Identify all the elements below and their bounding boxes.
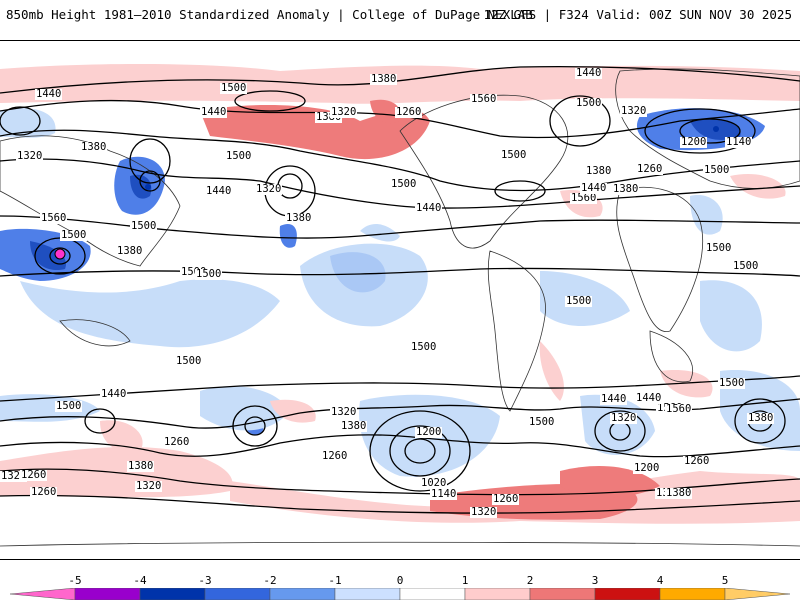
contour-label: 1500 — [703, 164, 731, 176]
contour-label: 1440 — [635, 392, 663, 404]
contour-label: 1500 — [732, 260, 760, 272]
contour-label: 1500 — [390, 178, 418, 190]
colorbar-tick-label: -3 — [198, 574, 212, 587]
contour-label: 1560 — [40, 212, 68, 224]
colorbar-segment — [10, 588, 76, 600]
low-center-markers — [54, 126, 719, 260]
contour-label: 1560 — [570, 192, 598, 204]
contour-label: 1200 — [415, 426, 443, 438]
contour-label: 1200 — [680, 136, 708, 148]
contour-label: 1200 — [633, 462, 661, 474]
contour-label: 1020 — [420, 477, 448, 489]
anomaly-map[interactable]: 1320 1440 1500 1380 1500 1440 1500 1380 1500 1320… — [0, 40, 800, 560]
colorbar-segment — [204, 588, 271, 600]
contour-label: 1560 — [470, 93, 498, 105]
contour-label: 1440 — [35, 88, 63, 100]
contour-label: 1140 — [725, 136, 753, 148]
contour-label: 1260 — [683, 455, 711, 467]
colorbar-segment — [139, 588, 206, 600]
colorbar-segment — [334, 588, 401, 600]
model-run-info: 12Z GFS | F324 Valid: 00Z SUN NOV 30 202… — [483, 7, 792, 22]
contour-label: 1320 — [0, 470, 28, 482]
contour-label: 1380 — [370, 73, 398, 85]
contour-label: 1260 — [492, 493, 520, 505]
contour-label: 1440 — [205, 185, 233, 197]
colorbar-segment — [74, 588, 141, 600]
contour-label: 1440 — [100, 388, 128, 400]
contour-label: 1260 — [30, 486, 58, 498]
contour-label: 1440 — [580, 182, 608, 194]
contour-label: 1260 — [395, 106, 423, 118]
contour-label: 1320 — [330, 106, 358, 118]
colorbar-segment — [269, 588, 336, 600]
contour-label: 1500 — [718, 377, 746, 389]
contour-label: 1320 — [16, 150, 44, 162]
contour-label: 1440 — [415, 202, 443, 214]
colorbar-tick-label: 3 — [591, 574, 599, 587]
negative-anomaly-shading — [0, 107, 800, 477]
map-canvas — [0, 64, 800, 547]
colorbar-segment — [399, 588, 466, 600]
contour-label: 1500 — [500, 149, 528, 161]
contour-label: 1380 — [116, 245, 144, 257]
contour-label: 1320 — [620, 105, 648, 117]
colorbar-segment — [464, 588, 531, 600]
contour-label: 1500 — [528, 416, 556, 428]
colorbar-tick-label: 2 — [526, 574, 534, 587]
colorbar — [10, 588, 790, 600]
colorbar-segment — [659, 588, 726, 600]
contour-label: 1440 — [600, 393, 628, 405]
colorbar-tick-label: -5 — [68, 574, 82, 587]
contour-label: 1500 — [55, 400, 83, 412]
contour-label: 1260 — [636, 163, 664, 175]
contour-label: 1320 — [610, 412, 638, 424]
contour-label: 1500 — [565, 295, 593, 307]
contour-label: 1260 — [163, 436, 191, 448]
colorbar-tick-label: 0 — [396, 574, 404, 587]
colorbar-tick-label: -4 — [133, 574, 147, 587]
contour-label: 1320 — [135, 480, 163, 492]
contour-label: 1560 — [665, 403, 693, 415]
header: 850mb Height 1981–2010 Standardized Anom… — [0, 0, 800, 30]
contour-label: 1500 — [705, 242, 733, 254]
contour-label: 1320 — [330, 406, 358, 418]
colorbar-segment — [724, 588, 790, 600]
contour-label: 1500 — [60, 229, 88, 241]
contour-label: 1260 — [20, 469, 48, 481]
contour-label: 1320 — [255, 183, 283, 195]
colorbar-tick-label: 5 — [721, 574, 729, 587]
contour-label: 1500 — [175, 355, 203, 367]
colorbar-segment — [594, 588, 661, 600]
contour-label: 1500 — [220, 82, 248, 94]
contour-label: 1380 — [285, 212, 313, 224]
contour-label: 1380 — [665, 487, 693, 499]
map-title: 850mb Height 1981–2010 Standardized Anom… — [6, 7, 533, 22]
colorbar-tick-label: -2 — [263, 574, 277, 587]
contour-label: 1440 — [575, 67, 603, 79]
contour-label: 1380 — [340, 420, 368, 432]
contour-label: 1260 — [321, 450, 349, 462]
contour-label: 1500 — [225, 150, 253, 162]
contour-label: 1320 — [470, 506, 498, 518]
colorbar-tick-label: 4 — [656, 574, 664, 587]
contour-label: 1380 — [585, 165, 613, 177]
colorbar-tick-label: 1 — [461, 574, 469, 587]
contour-label: 1380 — [747, 412, 775, 424]
contour-label: 1500 — [130, 220, 158, 232]
contour-label: 1380 — [127, 460, 155, 472]
contour-label: 1500 — [195, 268, 223, 280]
contour-label: 1380 — [80, 141, 108, 153]
contour-label: 1500 — [180, 266, 208, 278]
contour-label: 1140 — [430, 488, 458, 500]
contour-label: 1380 — [612, 183, 640, 195]
colorbar-segment — [529, 588, 596, 600]
colorbar-tick-label: -1 — [328, 574, 342, 587]
contour-label: 1500 — [410, 341, 438, 353]
contour-label: 1440 — [200, 106, 228, 118]
contour-label: 1500 — [575, 97, 603, 109]
contour-label: 1380 — [315, 111, 343, 123]
